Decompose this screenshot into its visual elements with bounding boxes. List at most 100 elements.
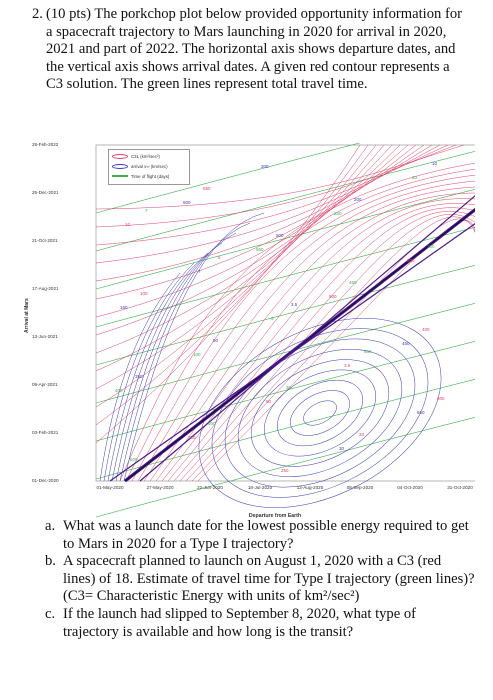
y-tick-label: 28-Feb-2022: [32, 142, 59, 147]
c3-contour: [167, 207, 475, 482]
contour-value-label: 7: [145, 208, 148, 213]
part-text: If the launch had slipped to September 8…: [63, 605, 417, 640]
legend-item-c3: C3L (km²/sec²): [112, 152, 160, 160]
contour-value-label: 650: [364, 349, 372, 354]
tof-contour: [95, 226, 475, 328]
c3-contour: [95, 144, 369, 426]
c3-contour: [119, 162, 475, 482]
c3-contour: [173, 211, 475, 482]
plot-legend: C3L (km²/sec²) arrival v∞ (km/sec) Time …: [108, 149, 190, 185]
y-tick-label: 17-Aug-2021: [32, 286, 59, 291]
contour-value-label: 10: [125, 222, 131, 227]
contour-value-label: 3.5: [344, 363, 351, 368]
contour-value-label: 250: [334, 211, 342, 216]
contour-value-label: 50: [213, 338, 219, 343]
contour-value-label: 20: [412, 175, 418, 180]
tof-contour: [95, 143, 361, 214]
contour-value-label: 550: [256, 247, 264, 252]
vinf-contour: [303, 400, 337, 426]
tof-contour: [95, 416, 475, 518]
x-tick-label: 31-Oct-2020: [447, 485, 473, 490]
y-tick-label: 09-Apr-2021: [32, 382, 58, 387]
contour-value-label: 300: [261, 164, 269, 169]
contour-value-label: 550: [203, 186, 211, 191]
y-tick-label: 25-Dec-2021: [32, 190, 59, 195]
legend-item-vinf: arrival v∞ (km/sec): [112, 162, 168, 170]
legend-swatch-tof: [112, 175, 128, 177]
contour-value-label: 350: [135, 374, 143, 379]
vinf-contour: [290, 390, 350, 436]
c3-contour: [95, 144, 425, 300]
vinf-contour: [198, 318, 442, 508]
part-letter: c.: [45, 605, 56, 622]
ridge-edge: [109, 222, 475, 482]
x-axis-title: Departure from Earth: [248, 513, 302, 519]
contour-value-label: 350: [188, 435, 196, 440]
question-part-a: a. What was a launch date for the lowest…: [45, 518, 475, 553]
vinf-contour: [119, 222, 251, 482]
x-tick-label: 04-Oct-2020: [397, 485, 423, 490]
vinf-contour: [111, 242, 223, 482]
contour-value-label: 30: [339, 446, 345, 451]
c3-contour: [95, 144, 385, 390]
part-letter: a.: [45, 518, 56, 534]
contour-value-label: 10: [432, 161, 438, 166]
c3-contour: [185, 216, 475, 482]
c3-contour: [95, 144, 417, 318]
vinf-contour: [277, 379, 363, 447]
contour-value-label: 400: [422, 327, 430, 332]
y-tick-label: 01-Dec-2020: [32, 478, 59, 483]
c3-contour: [149, 192, 475, 482]
legend-item-tof: Time of flight (days): [112, 172, 169, 180]
vinf-contour: [250, 359, 390, 467]
vinf-contour: [103, 262, 195, 482]
contour-value-label: 500: [329, 294, 337, 299]
c3-contour: [131, 174, 475, 482]
x-tick-label: 13-Aug-2020: [296, 485, 324, 490]
c3-contour: [95, 144, 361, 444]
contour-value-label: 3.5: [291, 302, 298, 307]
contour-value-label: 5: [271, 316, 274, 321]
contour-value-label: 450: [402, 341, 410, 346]
contour-value-label: 20: [359, 432, 365, 437]
plot-area: [95, 144, 475, 482]
vinf-contour: [224, 338, 416, 488]
vinf-contour: [123, 212, 265, 482]
tof-contour: [95, 264, 475, 366]
ridge-edge: [139, 195, 475, 482]
c3-contour: [95, 144, 409, 336]
contour-value-label: 600: [130, 457, 138, 462]
c3-contour: [143, 186, 475, 482]
contour-value-label: 5: [218, 255, 221, 260]
contour-value-label: 300: [208, 421, 216, 426]
contour-value-label: 250: [281, 468, 289, 473]
question-part-b: b. A spacecraft planned to launch on Aug…: [45, 553, 475, 606]
question-parts: a. What was a launch date for the lowest…: [45, 518, 475, 641]
y-axis-title: Arrival at Mars: [24, 298, 30, 333]
vinf-contour: [107, 252, 209, 482]
part-text: What was a launch date for the lowest po…: [63, 518, 469, 552]
question-part-c: c. If the launch had slipped to Septembe…: [45, 606, 475, 641]
contour-value-label: 600: [437, 396, 445, 401]
contour-value-label: 600: [183, 200, 191, 205]
y-tick-label: 13-Jun-2021: [32, 334, 58, 339]
contour-value-label: 100: [140, 291, 148, 296]
x-tick-label: 22-Jun-2020: [197, 485, 223, 490]
vinf-contour: [99, 272, 181, 482]
contour-value-label: 500: [276, 233, 284, 238]
x-tick-label: 18-Jul-2020: [247, 485, 273, 490]
plot-contours: 6506005505004504003503002502001501005030…: [95, 143, 475, 518]
legend-label-vinf: arrival v∞ (km/sec): [131, 163, 168, 169]
contour-value-label: 650: [417, 410, 425, 415]
legend-label-tof: Time of flight (days): [131, 173, 170, 179]
porkchop-plot: 6506005505004504003503002502001501005030…: [24, 142, 475, 521]
vinf-contour: [211, 328, 429, 498]
c3-contour: [137, 180, 475, 482]
c3-contour: [191, 218, 475, 482]
c3-contour: [125, 168, 475, 482]
x-tick-label: 27-May-2020: [146, 485, 174, 490]
contour-value-label: 200: [407, 258, 415, 263]
contour-value-label: 200: [354, 197, 362, 202]
c3-contour: [95, 144, 377, 408]
part-letter: b.: [45, 553, 56, 570]
